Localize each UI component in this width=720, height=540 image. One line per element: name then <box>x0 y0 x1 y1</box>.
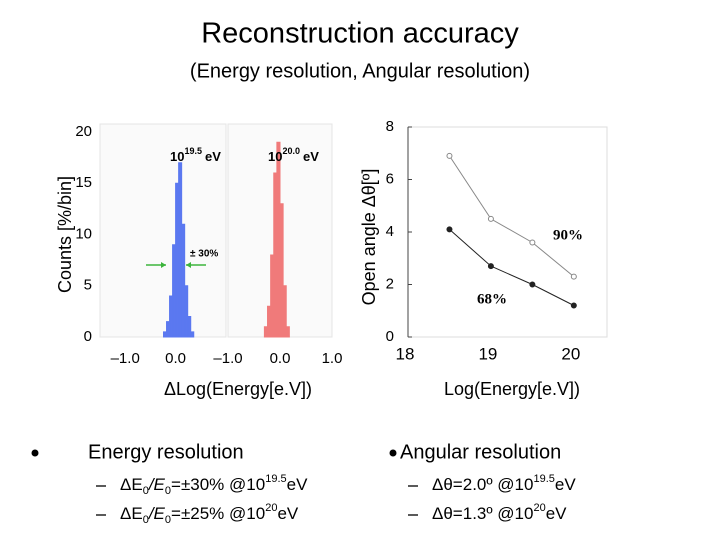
x-tick-label: 19 <box>478 344 497 363</box>
text-part: 0 <box>143 514 149 526</box>
text-part: eV <box>287 475 308 494</box>
y-tick-label: 0 <box>84 328 92 345</box>
y-axis-label: Open angle Δθ[º] <box>359 169 379 306</box>
text-part: /E <box>148 504 166 523</box>
series-line <box>449 229 575 306</box>
text-part: ΔE <box>120 504 143 523</box>
text-part: =±30% @10 <box>171 475 265 494</box>
y-tick-label: 5 <box>84 277 92 294</box>
text-part: /E <box>148 475 166 494</box>
x-tick-label: 20 <box>561 344 580 363</box>
data-point <box>446 226 453 233</box>
data-point <box>570 273 577 280</box>
energy-unit: eV <box>205 149 221 164</box>
data-point <box>487 215 494 222</box>
histogram-bar <box>187 316 192 338</box>
y-tick-label: 0 <box>386 328 394 345</box>
x-tick-label: –1.0 <box>111 350 140 367</box>
y-tick-label: 10 <box>75 225 92 242</box>
x-axis-label: Log(Energy[e.V]) <box>444 379 580 399</box>
arrow-head <box>186 262 191 268</box>
bullet-item: ΔE0/E0=±25% @1020eV <box>120 502 299 526</box>
series-label: 68% <box>477 291 507 307</box>
y-tick-label: 4 <box>386 223 394 240</box>
energy-label: 1019.5 eV <box>170 146 221 164</box>
energy-base: 10 <box>170 149 184 164</box>
text-part: Δθ=1.3º @10 <box>432 504 533 523</box>
bullet <box>31 449 39 457</box>
plot-area <box>99 123 227 338</box>
bullet <box>389 449 397 457</box>
energy-base: 10 <box>268 149 282 164</box>
text-part: ΔE <box>120 475 143 494</box>
histogram-bar <box>184 285 189 338</box>
series-label: 90% <box>553 227 583 243</box>
bullet-heading: Angular resolution <box>400 441 561 463</box>
bullet-item: Δθ=2.0º @1019.5eV <box>432 473 576 495</box>
energy-unit: eV <box>303 149 319 164</box>
bullet-item: ΔE0/E0=±30% @1019.5eV <box>120 473 308 497</box>
x-tick-label: 18 <box>396 344 415 363</box>
data-point <box>529 281 536 288</box>
energy-exp: 20.0 <box>282 146 300 156</box>
histogram-bar <box>190 331 195 338</box>
y-tick-label: 6 <box>386 170 394 187</box>
slide-title: Reconstruction accuracy <box>201 18 519 50</box>
text-part: 0 <box>165 514 171 526</box>
data-point <box>446 152 453 159</box>
y-tick-label: 2 <box>386 275 394 292</box>
series-line <box>449 155 575 278</box>
y-tick-label: 8 <box>386 118 394 135</box>
x-tick-label: 0.0 <box>165 350 186 367</box>
x-axis-label: ΔLog(Energy[e.V]) <box>164 379 312 399</box>
x-tick-label: 0.0 <box>270 350 291 367</box>
energy-exp: 19.5 <box>184 146 202 156</box>
bullet-item: Δθ=1.3º @1020eV <box>432 502 567 524</box>
text-part: 19.5 <box>533 473 554 485</box>
text-part: 0 <box>143 485 149 497</box>
y-tick-label: 20 <box>75 123 92 140</box>
x-tick-label: –1.0 <box>213 350 242 367</box>
histogram-bar <box>279 203 284 338</box>
bullet-heading: Energy resolution <box>88 441 244 463</box>
text-part: eV <box>277 504 298 523</box>
histogram-bar <box>285 326 290 338</box>
text-part: 0 <box>165 485 171 497</box>
plot-area <box>407 126 608 338</box>
energy-label: 1020.0 eV <box>268 146 319 164</box>
histogram-bar <box>181 223 186 338</box>
data-point <box>529 239 536 246</box>
text-part: eV <box>555 475 576 494</box>
text-part: 20 <box>533 502 545 514</box>
y-axis-label: Counts [%/bin] <box>55 176 75 293</box>
annotation: ± 30% <box>190 249 218 260</box>
data-point <box>570 302 577 309</box>
text-part: 20 <box>265 502 277 514</box>
arrow-head <box>161 262 166 268</box>
text-part: 19.5 <box>265 473 286 485</box>
x-tick-label: 1.0 <box>322 350 343 367</box>
text-part: eV <box>546 504 567 523</box>
text-part: Δθ=2.0º @10 <box>432 475 533 494</box>
text-part: =±25% @10 <box>171 504 265 523</box>
slide-subtitle: (Energy resolution, Angular resolution) <box>190 60 530 82</box>
data-point <box>487 263 494 270</box>
y-tick-label: 15 <box>75 174 92 191</box>
histogram-bar <box>282 285 287 338</box>
